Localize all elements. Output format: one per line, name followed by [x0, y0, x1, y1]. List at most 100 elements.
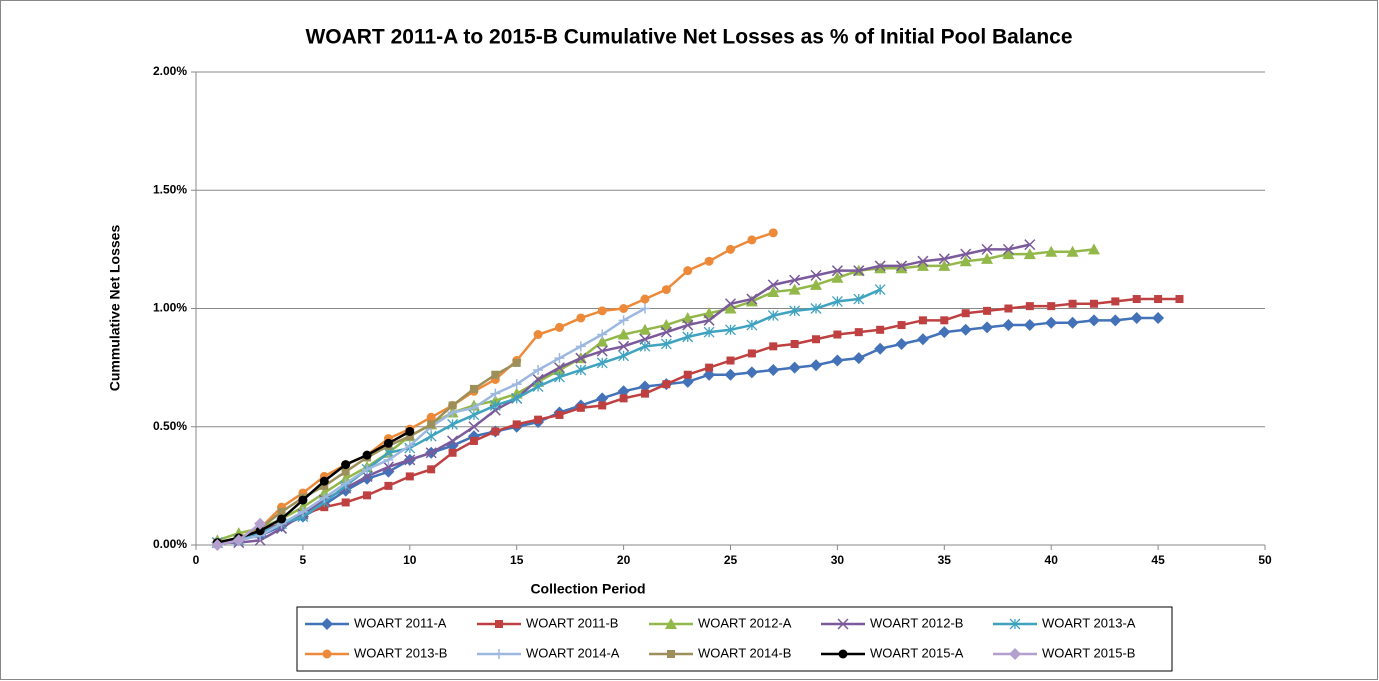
- marker: [940, 316, 949, 325]
- marker: [426, 412, 436, 422]
- marker: [812, 335, 821, 344]
- marker: [788, 361, 801, 374]
- marker: [767, 363, 780, 376]
- marker: [298, 495, 308, 505]
- series: [212, 228, 778, 548]
- marker: [1068, 299, 1077, 308]
- marker: [362, 450, 372, 460]
- marker: [767, 279, 779, 291]
- marker: [810, 278, 823, 290]
- marker: [511, 392, 523, 404]
- marker: [254, 517, 267, 530]
- legend-label: WOART 2014-A: [526, 645, 620, 660]
- marker: [1087, 314, 1100, 327]
- marker: [874, 260, 886, 272]
- marker: [640, 294, 650, 304]
- marker: [319, 476, 329, 486]
- marker: [490, 388, 501, 399]
- marker: [447, 435, 459, 447]
- marker: [682, 331, 694, 343]
- marker: [1024, 239, 1036, 251]
- marker: [619, 304, 629, 313]
- marker: [810, 269, 822, 281]
- marker: [916, 259, 929, 271]
- x-tick-label: 50: [1258, 553, 1272, 567]
- marker: [981, 252, 994, 264]
- marker: [1047, 302, 1056, 311]
- marker: [1045, 245, 1058, 257]
- legend-label: WOART 2011-B: [526, 615, 618, 630]
- marker: [596, 335, 609, 347]
- marker: [320, 481, 329, 490]
- marker: [938, 253, 950, 265]
- marker: [1025, 302, 1034, 311]
- marker: [468, 421, 480, 433]
- x-tick-label: 35: [938, 553, 952, 567]
- marker: [665, 618, 677, 629]
- marker: [1089, 299, 1098, 308]
- marker: [448, 448, 457, 457]
- marker: [1045, 316, 1058, 329]
- marker: [363, 491, 372, 500]
- marker: [746, 319, 758, 331]
- marker: [961, 309, 970, 318]
- marker: [1152, 311, 1165, 324]
- marker: [597, 306, 607, 316]
- marker: [959, 323, 972, 336]
- marker: [362, 464, 373, 475]
- marker: [831, 265, 843, 277]
- marker: [534, 415, 543, 424]
- marker: [895, 337, 908, 350]
- marker: [639, 340, 651, 352]
- marker: [639, 303, 650, 314]
- marker: [789, 305, 801, 317]
- marker: [341, 460, 351, 470]
- x-tick-label: 25: [724, 553, 738, 567]
- series-line: [217, 297, 1180, 544]
- marker: [896, 260, 908, 272]
- marker: [874, 342, 887, 355]
- marker: [747, 349, 756, 358]
- marker: [425, 447, 437, 459]
- marker: [384, 481, 393, 490]
- marker: [618, 340, 630, 352]
- marker: [640, 389, 649, 398]
- marker: [725, 324, 736, 336]
- marker: [554, 322, 564, 332]
- x-tick-label: 0: [193, 553, 200, 567]
- marker: [427, 420, 436, 429]
- marker: [703, 368, 716, 381]
- marker: [404, 440, 415, 451]
- marker: [746, 293, 758, 305]
- marker: [1009, 648, 1021, 660]
- marker: [726, 356, 735, 365]
- marker: [597, 329, 608, 340]
- marker: [469, 384, 478, 393]
- marker: [321, 618, 333, 630]
- marker: [512, 420, 521, 429]
- marker: [512, 358, 521, 367]
- y-tick-label: 1.50%: [153, 182, 187, 196]
- marker: [789, 274, 801, 286]
- legend-label: WOART 2015-A: [870, 645, 964, 660]
- y-tick-label: 2.00%: [153, 64, 187, 78]
- marker: [917, 255, 929, 267]
- marker: [427, 465, 436, 474]
- marker: [1087, 243, 1100, 255]
- marker: [619, 394, 628, 403]
- series-line: [217, 430, 411, 544]
- marker: [255, 526, 265, 536]
- marker: [491, 427, 500, 436]
- marker: [533, 364, 544, 375]
- marker: [1109, 314, 1122, 327]
- marker: [683, 370, 692, 379]
- legend-label: WOART 2013-B: [354, 645, 447, 660]
- marker: [1066, 316, 1079, 329]
- marker: [382, 461, 394, 473]
- marker: [575, 352, 587, 364]
- marker: [853, 265, 865, 277]
- marker: [383, 438, 393, 448]
- marker: [617, 385, 630, 398]
- marker: [618, 315, 629, 326]
- marker: [682, 319, 694, 331]
